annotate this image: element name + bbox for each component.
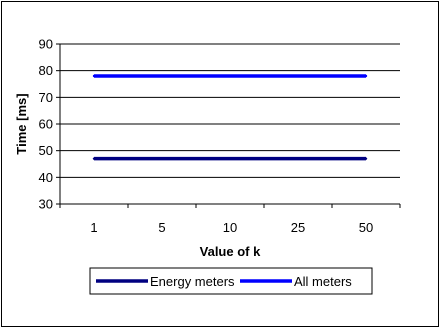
x-tick-label: 5 — [158, 220, 165, 235]
y-tick-label: 30 — [39, 197, 53, 212]
x-tick-label: 1 — [90, 220, 97, 235]
data-point — [92, 74, 96, 78]
x-tick-label: 10 — [223, 220, 237, 235]
y-tick-label: 80 — [39, 63, 53, 78]
y-tick-label: 90 — [39, 37, 53, 52]
y-tick-label: 40 — [39, 170, 53, 185]
x-tick-labels: 1 5 10 25 50 — [90, 220, 373, 235]
x-tick-label: 50 — [359, 220, 373, 235]
data-point — [160, 74, 164, 78]
legend-box — [89, 267, 373, 295]
data-point — [228, 157, 232, 160]
y-tick-label: 50 — [39, 143, 53, 158]
y-tick-labels: 30 40 50 60 70 80 90 — [39, 37, 53, 212]
y-tick-label: 70 — [39, 90, 53, 105]
data-point — [296, 74, 300, 78]
data-point — [92, 157, 96, 160]
data-point — [160, 157, 164, 160]
x-tick-label: 25 — [291, 220, 305, 235]
axes — [56, 43, 401, 208]
data-point — [228, 74, 232, 78]
legend-label: All meters — [294, 274, 352, 289]
data-point — [364, 157, 368, 160]
series-lines — [92, 74, 368, 161]
gridlines — [60, 43, 400, 178]
data-point — [296, 157, 300, 160]
y-axis-title: Time [ms] — [14, 93, 29, 154]
x-axis-title: Value of k — [200, 244, 261, 259]
legend-label: Energy meters — [150, 274, 235, 289]
data-point — [364, 74, 368, 78]
y-tick-label: 60 — [39, 117, 53, 132]
legend: Energy meters All meters — [89, 267, 373, 295]
